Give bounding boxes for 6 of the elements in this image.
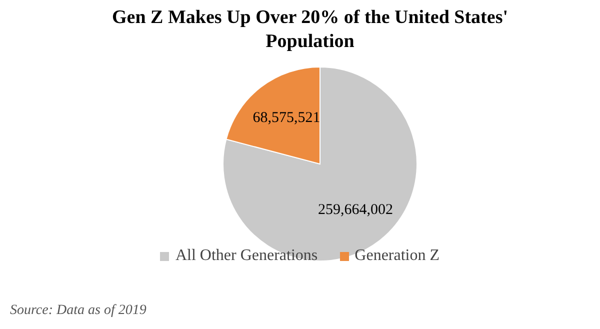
source-note: Source: Data as of 2019 — [10, 303, 146, 319]
legend-label: All Other Generations — [175, 247, 318, 265]
legend-label: Generation Z — [354, 247, 440, 265]
chart-title: Gen Z Makes Up Over 20% of the United States' Population — [111, 6, 509, 54]
data-label: 259,664,002 — [318, 202, 394, 218]
data-label: 68,575,521 — [252, 110, 320, 126]
